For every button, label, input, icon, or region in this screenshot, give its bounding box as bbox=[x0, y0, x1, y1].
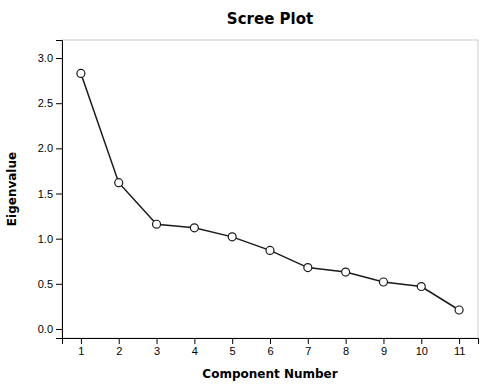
tick-label: 0.5 bbox=[38, 278, 53, 290]
tick-mark bbox=[56, 194, 62, 195]
tick-mark bbox=[56, 284, 62, 285]
tick-mark bbox=[308, 338, 309, 344]
tick-label: 2.5 bbox=[38, 97, 53, 109]
tick-mark bbox=[56, 239, 62, 240]
tick-label: 3 bbox=[154, 345, 160, 357]
tick-label: 0.0 bbox=[38, 323, 53, 335]
y-axis-title: Eigenvalue bbox=[5, 152, 19, 226]
tick: 0.0 bbox=[38, 323, 62, 335]
chart: 1 2 3 4 5 6 7 8 9 10 11 0.0 0.5 1.0 1.5 2.0 2.5 3.0 Scree … bbox=[0, 0, 500, 390]
tick-label: 1.5 bbox=[38, 188, 53, 200]
tick: 8 bbox=[343, 338, 349, 357]
marker bbox=[190, 224, 198, 232]
tick-label: 2.0 bbox=[38, 142, 53, 154]
tick: 2.5 bbox=[38, 97, 62, 109]
marker bbox=[266, 246, 274, 254]
tick-mark bbox=[383, 338, 384, 344]
tick: 2.0 bbox=[38, 142, 62, 154]
y-axis: 0.0 0.5 1.0 1.5 2.0 2.5 3.0 bbox=[38, 41, 63, 339]
tick-label: 6 bbox=[267, 345, 273, 357]
title: Scree Plot bbox=[227, 10, 313, 28]
tick-mark bbox=[346, 338, 347, 344]
x-axis-title: Component Number bbox=[202, 367, 337, 381]
tick-mark bbox=[56, 148, 62, 149]
plot-frame bbox=[62, 40, 478, 338]
tick-mark bbox=[81, 338, 82, 344]
tick-label: 7 bbox=[305, 345, 311, 357]
tick-label: 10 bbox=[416, 345, 428, 357]
tick: 1.0 bbox=[38, 233, 62, 245]
tick: 7 bbox=[305, 338, 311, 357]
tick-mark bbox=[56, 329, 62, 330]
marker bbox=[77, 69, 85, 77]
marker bbox=[228, 233, 236, 241]
marker bbox=[153, 220, 161, 228]
tick-mark bbox=[459, 338, 460, 344]
tick-mark bbox=[270, 338, 271, 344]
tick: 6 bbox=[267, 338, 273, 357]
tick-label: 5 bbox=[230, 345, 236, 357]
tick-label: 11 bbox=[454, 345, 465, 357]
tick: 3 bbox=[154, 338, 160, 357]
plot: 1 2 3 4 5 6 7 8 9 10 11 0.0 0.5 1.0 1.5 2.0 2.5 3.0 bbox=[38, 40, 479, 357]
tick-label: 2 bbox=[116, 345, 122, 357]
marker bbox=[417, 283, 425, 291]
tick: 11 bbox=[454, 338, 465, 357]
tick: 10 bbox=[416, 338, 428, 357]
tick-mark bbox=[119, 338, 120, 344]
tick-label: 1 bbox=[78, 345, 84, 357]
tick-mark bbox=[157, 338, 158, 344]
tick: 5 bbox=[230, 338, 236, 357]
tick: 3.0 bbox=[38, 52, 62, 64]
tick-mark bbox=[421, 338, 422, 344]
axis-line bbox=[56, 41, 63, 339]
tick-mark bbox=[232, 338, 233, 344]
tick: 0.5 bbox=[38, 278, 62, 290]
series bbox=[77, 69, 463, 314]
marker bbox=[455, 306, 463, 314]
tick: 2 bbox=[116, 338, 122, 357]
tick-label: 9 bbox=[381, 345, 387, 357]
marker bbox=[379, 278, 387, 286]
tick-mark bbox=[56, 103, 62, 104]
tick: 1 bbox=[78, 338, 84, 357]
marker bbox=[342, 268, 350, 276]
tick-label: 4 bbox=[192, 345, 198, 357]
tick-label: 3.0 bbox=[38, 52, 53, 64]
tick: 9 bbox=[381, 338, 387, 357]
axis-line bbox=[63, 339, 479, 345]
x-axis: 1 2 3 4 5 6 7 8 9 10 11 bbox=[63, 338, 479, 357]
tick-mark bbox=[194, 338, 195, 344]
marker bbox=[304, 264, 312, 272]
tick: 4 bbox=[192, 338, 198, 357]
line bbox=[81, 73, 459, 310]
tick: 1.5 bbox=[38, 188, 62, 200]
tick-label: 1.0 bbox=[38, 233, 53, 245]
marker bbox=[115, 179, 123, 187]
tick-label: 8 bbox=[343, 345, 349, 357]
tick-mark bbox=[56, 58, 62, 59]
